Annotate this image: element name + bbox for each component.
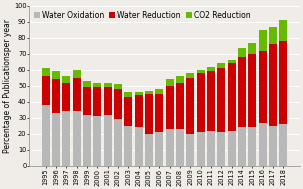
Bar [269, 126, 277, 166]
Bar [93, 116, 101, 166]
Bar [114, 119, 122, 166]
Bar [207, 67, 215, 71]
Bar [145, 134, 153, 166]
Bar [197, 73, 205, 132]
Bar [145, 91, 153, 94]
Bar [72, 78, 81, 112]
Bar [104, 115, 112, 166]
Bar [248, 127, 256, 166]
Bar [83, 81, 91, 88]
Bar [155, 132, 163, 166]
Bar [52, 113, 60, 166]
Bar [279, 124, 287, 166]
Bar [104, 88, 112, 115]
Bar [248, 54, 256, 127]
Bar [228, 64, 236, 131]
Bar [83, 88, 91, 115]
Bar [186, 78, 194, 134]
Bar [62, 76, 70, 83]
Bar [228, 131, 236, 166]
Bar [228, 60, 236, 64]
Bar [186, 73, 194, 78]
Bar [42, 76, 50, 105]
Bar [72, 112, 81, 166]
Bar [176, 83, 184, 129]
Bar [217, 68, 225, 132]
Bar [207, 71, 215, 131]
Bar [42, 105, 50, 166]
Bar [155, 89, 163, 94]
Bar [52, 71, 60, 79]
Bar [217, 132, 225, 166]
Bar [155, 94, 163, 132]
Bar [72, 70, 81, 78]
Bar [269, 44, 277, 126]
Bar [176, 76, 184, 83]
Bar [145, 94, 153, 134]
Bar [114, 84, 122, 89]
Bar [165, 129, 174, 166]
Bar [238, 127, 246, 166]
Legend: Water Oxidation, Water Reduction, CO2 Reduction: Water Oxidation, Water Reduction, CO2 Re… [33, 10, 251, 20]
Y-axis label: Percentage of Publicationsper year: Percentage of Publicationsper year [3, 19, 12, 153]
Bar [135, 92, 143, 95]
Bar [279, 20, 287, 41]
Bar [104, 83, 112, 88]
Bar [135, 95, 143, 127]
Bar [114, 89, 122, 119]
Bar [93, 88, 101, 116]
Bar [258, 51, 267, 123]
Bar [52, 79, 60, 113]
Bar [197, 70, 205, 73]
Bar [165, 79, 174, 86]
Bar [124, 97, 132, 126]
Bar [124, 126, 132, 166]
Bar [135, 127, 143, 166]
Bar [207, 131, 215, 166]
Bar [176, 129, 184, 166]
Bar [42, 68, 50, 76]
Bar [279, 41, 287, 124]
Bar [248, 43, 256, 54]
Bar [93, 83, 101, 88]
Bar [238, 57, 246, 127]
Bar [83, 115, 91, 166]
Bar [258, 30, 267, 51]
Bar [197, 132, 205, 166]
Bar [62, 83, 70, 112]
Bar [124, 92, 132, 97]
Bar [165, 86, 174, 129]
Bar [238, 47, 246, 57]
Bar [217, 64, 225, 68]
Bar [186, 134, 194, 166]
Bar [269, 27, 277, 44]
Bar [258, 123, 267, 166]
Bar [62, 112, 70, 166]
